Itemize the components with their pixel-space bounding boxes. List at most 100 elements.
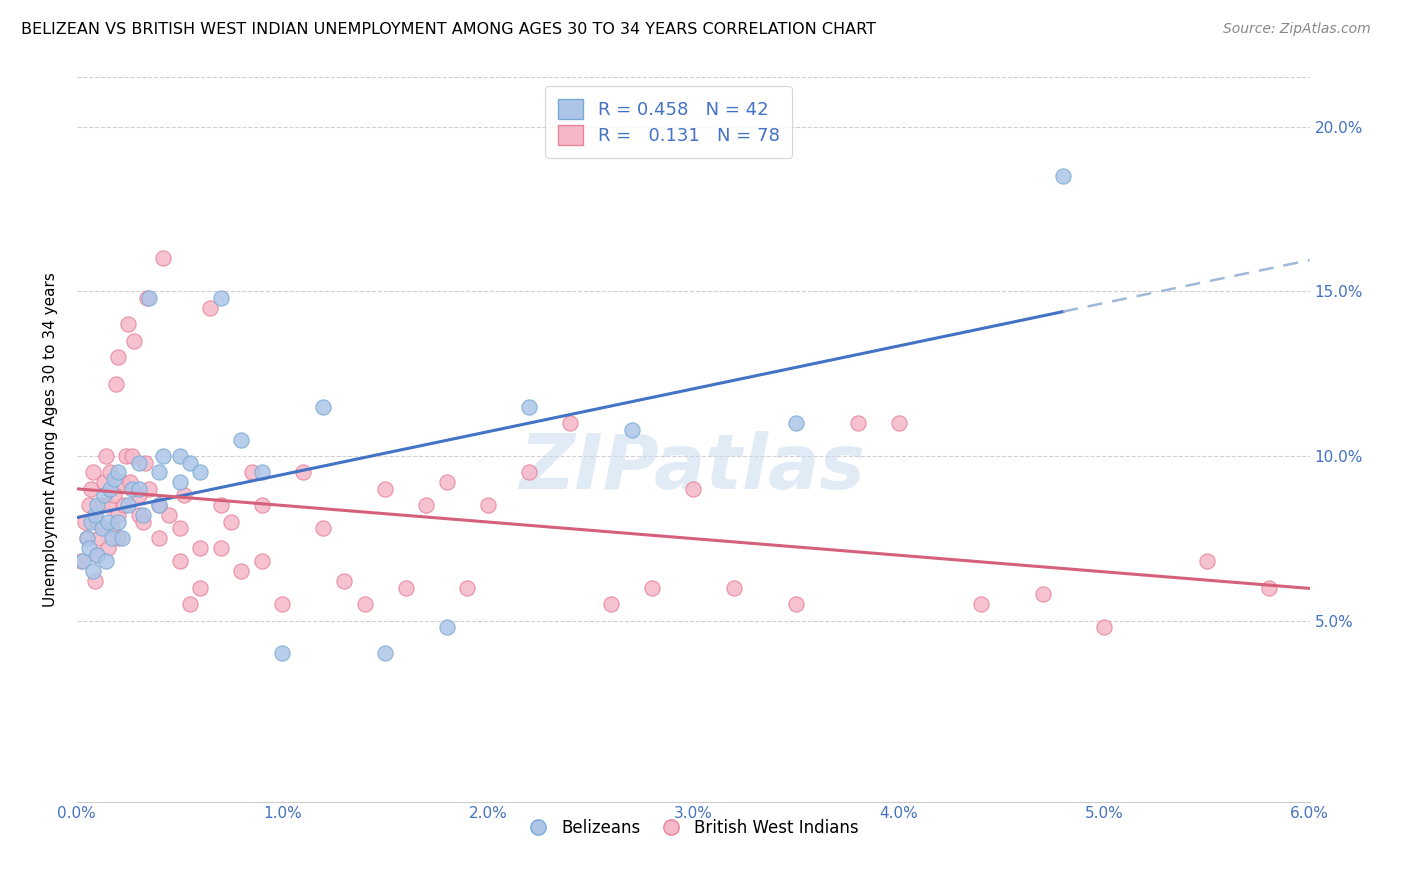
Point bbox=[558, 416, 581, 430]
Point bbox=[785, 597, 807, 611]
Point bbox=[86, 515, 108, 529]
Point bbox=[107, 350, 129, 364]
Point bbox=[93, 475, 115, 490]
Point bbox=[970, 597, 993, 611]
Point bbox=[271, 597, 294, 611]
Point bbox=[209, 541, 232, 555]
Point bbox=[97, 515, 120, 529]
Point bbox=[86, 548, 108, 562]
Point bbox=[169, 554, 191, 568]
Point bbox=[131, 508, 153, 523]
Point bbox=[188, 581, 211, 595]
Point bbox=[101, 521, 124, 535]
Point bbox=[80, 482, 103, 496]
Point bbox=[394, 581, 416, 595]
Point bbox=[1031, 587, 1053, 601]
Point bbox=[157, 508, 180, 523]
Point bbox=[173, 488, 195, 502]
Point bbox=[231, 433, 253, 447]
Point bbox=[152, 449, 174, 463]
Point bbox=[188, 541, 211, 555]
Point bbox=[70, 554, 93, 568]
Point bbox=[138, 291, 160, 305]
Point bbox=[77, 541, 100, 555]
Point bbox=[121, 482, 143, 496]
Point bbox=[128, 482, 150, 496]
Point bbox=[374, 482, 396, 496]
Point bbox=[128, 488, 150, 502]
Point bbox=[82, 564, 104, 578]
Point bbox=[1092, 620, 1115, 634]
Point bbox=[86, 499, 108, 513]
Point bbox=[200, 301, 222, 315]
Point bbox=[94, 449, 117, 463]
Point bbox=[179, 597, 201, 611]
Point bbox=[117, 499, 139, 513]
Point bbox=[94, 554, 117, 568]
Point bbox=[219, 515, 242, 529]
Point bbox=[135, 291, 157, 305]
Point bbox=[77, 499, 100, 513]
Point bbox=[169, 449, 191, 463]
Point bbox=[846, 416, 869, 430]
Point bbox=[148, 466, 170, 480]
Point bbox=[887, 416, 910, 430]
Point bbox=[107, 466, 129, 480]
Point bbox=[291, 466, 314, 480]
Point bbox=[76, 531, 98, 545]
Point bbox=[620, 423, 643, 437]
Point bbox=[107, 508, 129, 523]
Point bbox=[436, 475, 458, 490]
Point bbox=[1195, 554, 1218, 568]
Point bbox=[250, 499, 273, 513]
Point bbox=[312, 521, 335, 535]
Point bbox=[101, 531, 124, 545]
Y-axis label: Unemployment Among Ages 30 to 34 years: Unemployment Among Ages 30 to 34 years bbox=[44, 272, 58, 607]
Point bbox=[90, 521, 112, 535]
Point bbox=[128, 456, 150, 470]
Point bbox=[785, 416, 807, 430]
Point bbox=[134, 456, 156, 470]
Point bbox=[641, 581, 664, 595]
Point bbox=[179, 456, 201, 470]
Point bbox=[477, 499, 499, 513]
Point bbox=[111, 531, 134, 545]
Point bbox=[84, 508, 107, 523]
Point bbox=[188, 466, 211, 480]
Point bbox=[82, 466, 104, 480]
Point bbox=[169, 475, 191, 490]
Point bbox=[231, 564, 253, 578]
Point bbox=[97, 499, 120, 513]
Point bbox=[250, 554, 273, 568]
Point bbox=[80, 515, 103, 529]
Point bbox=[128, 508, 150, 523]
Point bbox=[98, 482, 121, 496]
Point bbox=[271, 647, 294, 661]
Text: ZIPatlas: ZIPatlas bbox=[520, 432, 866, 506]
Point bbox=[131, 515, 153, 529]
Point bbox=[117, 318, 139, 332]
Point bbox=[103, 488, 125, 502]
Point bbox=[456, 581, 478, 595]
Point bbox=[1052, 169, 1074, 184]
Point bbox=[84, 574, 107, 588]
Point bbox=[436, 620, 458, 634]
Point bbox=[600, 597, 623, 611]
Point bbox=[115, 449, 138, 463]
Point bbox=[93, 488, 115, 502]
Point bbox=[75, 515, 97, 529]
Point bbox=[98, 466, 121, 480]
Point bbox=[86, 548, 108, 562]
Point bbox=[148, 499, 170, 513]
Point bbox=[723, 581, 745, 595]
Point bbox=[209, 291, 232, 305]
Point bbox=[209, 499, 232, 513]
Point bbox=[90, 499, 112, 513]
Text: Source: ZipAtlas.com: Source: ZipAtlas.com bbox=[1223, 22, 1371, 37]
Point bbox=[517, 466, 540, 480]
Point bbox=[682, 482, 704, 496]
Point bbox=[148, 499, 170, 513]
Point bbox=[111, 475, 134, 490]
Point bbox=[148, 531, 170, 545]
Point bbox=[169, 521, 191, 535]
